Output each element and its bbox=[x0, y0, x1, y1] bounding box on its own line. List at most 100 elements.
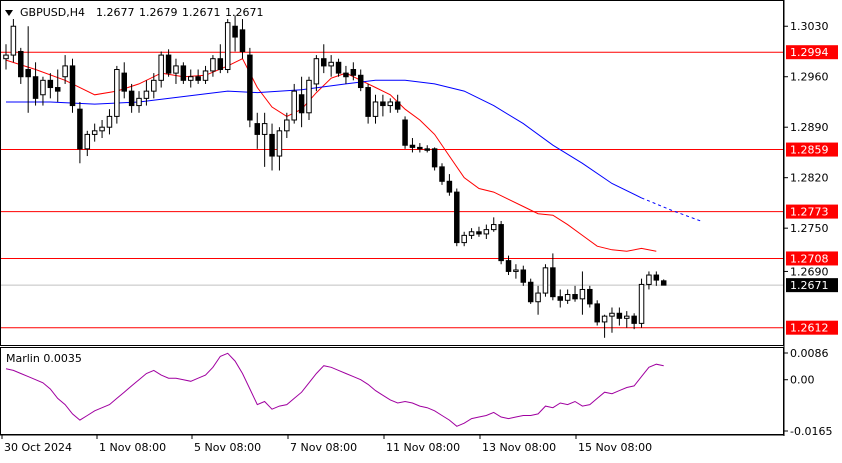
candle-bullish bbox=[62, 65, 68, 78]
candle-bullish bbox=[40, 79, 46, 96]
candle-bullish bbox=[468, 231, 475, 236]
time-tick-label: 13 Nov 08:00 bbox=[482, 441, 556, 454]
candle-bearish bbox=[18, 50, 24, 78]
candle-bearish bbox=[195, 76, 201, 81]
candle-bearish bbox=[527, 281, 534, 303]
candle-bullish bbox=[535, 292, 541, 303]
candle-bullish bbox=[202, 70, 209, 81]
candle-bearish bbox=[431, 148, 438, 168]
candle-bullish bbox=[188, 76, 194, 81]
candle-bullish bbox=[284, 119, 290, 132]
time-tick-label: 1 Nov 08:00 bbox=[99, 441, 166, 454]
candle-bearish bbox=[350, 69, 357, 76]
candlesticks bbox=[3, 15, 667, 338]
oscillator-axis-ticks: 0.0086 0.00 -0.0165 bbox=[784, 347, 832, 438]
price-tick-label: 1.2820 bbox=[790, 172, 829, 185]
level-label-bg bbox=[786, 204, 838, 219]
candle-bullish bbox=[151, 79, 157, 92]
candle-bullish bbox=[513, 269, 519, 272]
candle-bullish bbox=[609, 312, 615, 317]
candle-bullish bbox=[173, 65, 179, 74]
candle-bullish bbox=[483, 229, 490, 235]
close-value: 1.2671 bbox=[225, 6, 264, 19]
symbol-label: GBPUSD,H4 bbox=[20, 6, 85, 19]
candle-bullish bbox=[224, 22, 231, 71]
oscillator-pane bbox=[0, 347, 784, 435]
candle-bearish bbox=[520, 269, 527, 283]
price-tick-label: 1.2750 bbox=[790, 222, 829, 235]
candle-bearish bbox=[121, 72, 127, 92]
candle-bullish bbox=[387, 101, 394, 107]
level-label: 1.2994 bbox=[790, 46, 829, 59]
candle-bearish bbox=[409, 144, 416, 148]
candle-bearish bbox=[165, 54, 172, 74]
open-value: 1.2677 bbox=[96, 6, 135, 19]
level-label-bg bbox=[786, 45, 838, 60]
candle-bullish bbox=[306, 79, 312, 114]
candle-bearish bbox=[54, 87, 61, 92]
candle-bullish bbox=[638, 283, 645, 324]
price-tick-label: 1.2960 bbox=[790, 71, 829, 84]
level-label: 1.2773 bbox=[790, 206, 829, 219]
level-label-bg bbox=[786, 320, 838, 335]
candle-bullish bbox=[601, 315, 608, 323]
current-price-label: 1.2671 bbox=[790, 279, 829, 292]
price-tick-label: 1.3030 bbox=[790, 20, 829, 33]
horizontal-levels bbox=[1, 51, 783, 329]
dropdown-triangle-icon[interactable] bbox=[5, 10, 13, 16]
candle-bearish bbox=[321, 58, 327, 67]
time-tick-label: 30 Oct 2024 bbox=[4, 441, 72, 454]
candle-bullish bbox=[542, 267, 549, 294]
level-label: 1.2859 bbox=[790, 144, 829, 157]
candle-bearish bbox=[394, 101, 401, 110]
candle-bearish bbox=[572, 294, 578, 300]
marlin-line bbox=[5, 352, 664, 427]
oscillator-title: Marlin 0.0035 bbox=[6, 352, 82, 365]
candle-bearish bbox=[505, 260, 512, 272]
candle-bullish bbox=[261, 123, 268, 135]
candle-bullish bbox=[114, 69, 120, 117]
level-price-labels: 1.2994 1.2859 1.2773 1.2708 1.2612 1.2671 bbox=[786, 45, 838, 335]
time-axis-ticks: 30 Oct 2024 1 Nov 08:00 5 Nov 08:00 7 Nov 0… bbox=[1, 435, 652, 454]
candle-bearish bbox=[269, 133, 275, 157]
level-label: 1.2612 bbox=[790, 322, 829, 335]
candle-bullish bbox=[276, 130, 283, 157]
candle-bearish bbox=[557, 296, 563, 301]
level-label-bg bbox=[786, 142, 838, 157]
osc-tick-label: 0.0086 bbox=[790, 347, 829, 360]
candle-bullish bbox=[84, 133, 91, 150]
candle-bullish bbox=[210, 58, 216, 72]
candle-bearish bbox=[239, 29, 246, 52]
candle-bullish bbox=[490, 224, 497, 231]
candle-bearish bbox=[180, 65, 187, 81]
candle-bearish bbox=[550, 267, 556, 298]
candle-bullish bbox=[99, 126, 105, 132]
candle-bullish bbox=[624, 315, 630, 319]
candle-bearish bbox=[232, 25, 238, 38]
time-tick-label: 15 Nov 08:00 bbox=[578, 441, 652, 454]
candle-bearish bbox=[25, 69, 31, 78]
candle-bearish bbox=[77, 108, 83, 150]
candle-bearish bbox=[335, 61, 342, 74]
candle-bullish bbox=[10, 25, 17, 56]
candle-bearish bbox=[498, 224, 504, 262]
level-label: 1.2708 bbox=[790, 252, 829, 265]
price-tick-label: 1.2690 bbox=[790, 265, 829, 278]
candle-bearish bbox=[343, 72, 349, 78]
candle-bearish bbox=[594, 303, 600, 323]
candle-bullish bbox=[372, 101, 379, 117]
price-axis-ticks: 1.3030 1.2960 1.2890 1.2820 1.2750 1.2690 bbox=[784, 20, 829, 278]
candle-bearish bbox=[631, 315, 637, 324]
candle-bullish bbox=[328, 61, 334, 67]
candle-bearish bbox=[365, 87, 371, 117]
time-tick-label: 7 Nov 08:00 bbox=[290, 441, 357, 454]
candle-bearish bbox=[653, 274, 660, 281]
candle-bearish bbox=[47, 79, 54, 89]
current-price-bg bbox=[786, 278, 838, 293]
candle-bullish bbox=[579, 288, 586, 300]
candle-bullish bbox=[3, 54, 9, 60]
candle-bearish bbox=[660, 280, 667, 286]
candle-bullish bbox=[158, 54, 164, 81]
candle-bullish bbox=[143, 90, 150, 99]
